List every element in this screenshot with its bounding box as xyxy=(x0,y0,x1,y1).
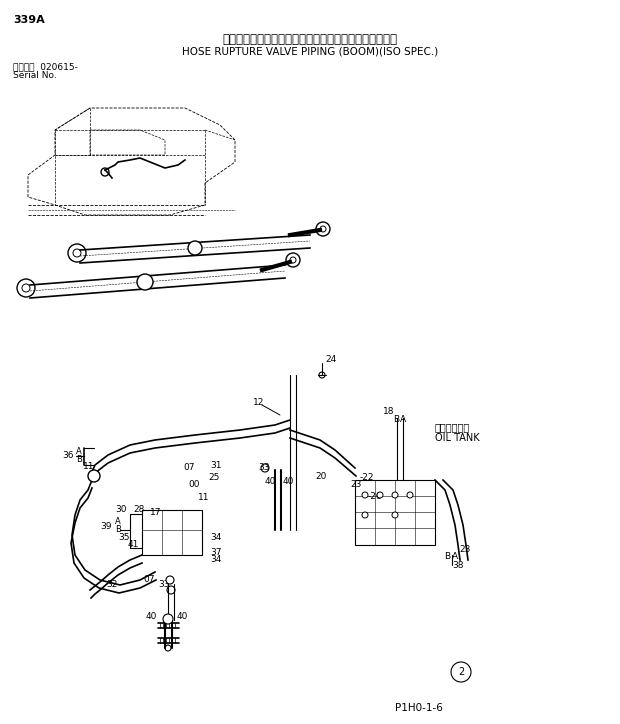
Circle shape xyxy=(137,274,153,290)
Text: 23: 23 xyxy=(350,480,361,489)
Text: B: B xyxy=(393,415,399,424)
Text: 33: 33 xyxy=(158,580,169,589)
Text: 20: 20 xyxy=(315,472,326,481)
Text: 36: 36 xyxy=(62,451,74,460)
Text: 31: 31 xyxy=(210,461,221,470)
Circle shape xyxy=(377,492,383,498)
Text: A: A xyxy=(115,517,121,526)
Text: HOSE RUPTURE VALVE PIPING (BOOM)(ISO SPEC.): HOSE RUPTURE VALVE PIPING (BOOM)(ISO SPE… xyxy=(182,47,438,57)
Text: 2: 2 xyxy=(458,667,464,677)
Circle shape xyxy=(362,512,368,518)
Text: 07: 07 xyxy=(183,463,195,472)
Bar xyxy=(355,480,435,545)
Text: 12: 12 xyxy=(253,398,264,407)
Text: 25: 25 xyxy=(208,473,219,482)
Text: Serial No.: Serial No. xyxy=(13,71,57,80)
Text: -26: -26 xyxy=(368,492,383,501)
Text: 40: 40 xyxy=(265,477,277,486)
Text: 30: 30 xyxy=(115,505,126,514)
Circle shape xyxy=(163,614,173,624)
Circle shape xyxy=(166,576,174,584)
Text: ホースラプチャーバルブ配管（ブーム）（ＩＳＯ仕様）: ホースラプチャーバルブ配管（ブーム）（ＩＳＯ仕様） xyxy=(223,33,397,46)
Text: 32: 32 xyxy=(106,580,117,589)
Text: 339A: 339A xyxy=(13,15,45,25)
Bar xyxy=(142,510,202,555)
Text: 11: 11 xyxy=(83,462,94,471)
Circle shape xyxy=(407,492,413,498)
Text: 34: 34 xyxy=(210,555,221,564)
Circle shape xyxy=(88,470,100,482)
Text: 11: 11 xyxy=(198,493,210,502)
Circle shape xyxy=(362,492,368,498)
Text: 35: 35 xyxy=(118,533,130,542)
Text: P1H0-1-6: P1H0-1-6 xyxy=(395,703,443,713)
Text: B: B xyxy=(115,525,121,534)
Text: 33: 33 xyxy=(258,463,270,472)
Text: 37: 37 xyxy=(210,548,221,557)
Text: A: A xyxy=(400,415,406,424)
Text: 00: 00 xyxy=(188,480,200,489)
Text: 39: 39 xyxy=(100,522,112,531)
Circle shape xyxy=(392,512,398,518)
Text: 通用号機  020615-: 通用号機 020615- xyxy=(13,62,78,71)
Text: 34: 34 xyxy=(210,533,221,542)
Text: B: B xyxy=(444,552,450,561)
Text: 07: 07 xyxy=(143,575,154,584)
Text: 17: 17 xyxy=(150,508,161,517)
Text: B: B xyxy=(76,455,82,464)
Circle shape xyxy=(188,241,202,255)
Text: 40: 40 xyxy=(146,612,157,621)
Text: 28: 28 xyxy=(133,505,144,514)
Text: OIL TANK: OIL TANK xyxy=(435,433,480,443)
Text: -22: -22 xyxy=(360,473,374,482)
Circle shape xyxy=(261,464,269,472)
Text: 24: 24 xyxy=(325,355,336,364)
Text: 40: 40 xyxy=(283,477,294,486)
Text: 38: 38 xyxy=(452,561,464,570)
Text: オイルタンク: オイルタンク xyxy=(435,422,470,432)
Text: A: A xyxy=(452,552,458,561)
Circle shape xyxy=(392,492,398,498)
Text: 18: 18 xyxy=(383,407,394,416)
Text: 23: 23 xyxy=(459,545,471,554)
Text: 40: 40 xyxy=(177,612,188,621)
Text: A: A xyxy=(76,447,82,456)
Text: 41: 41 xyxy=(128,540,140,549)
